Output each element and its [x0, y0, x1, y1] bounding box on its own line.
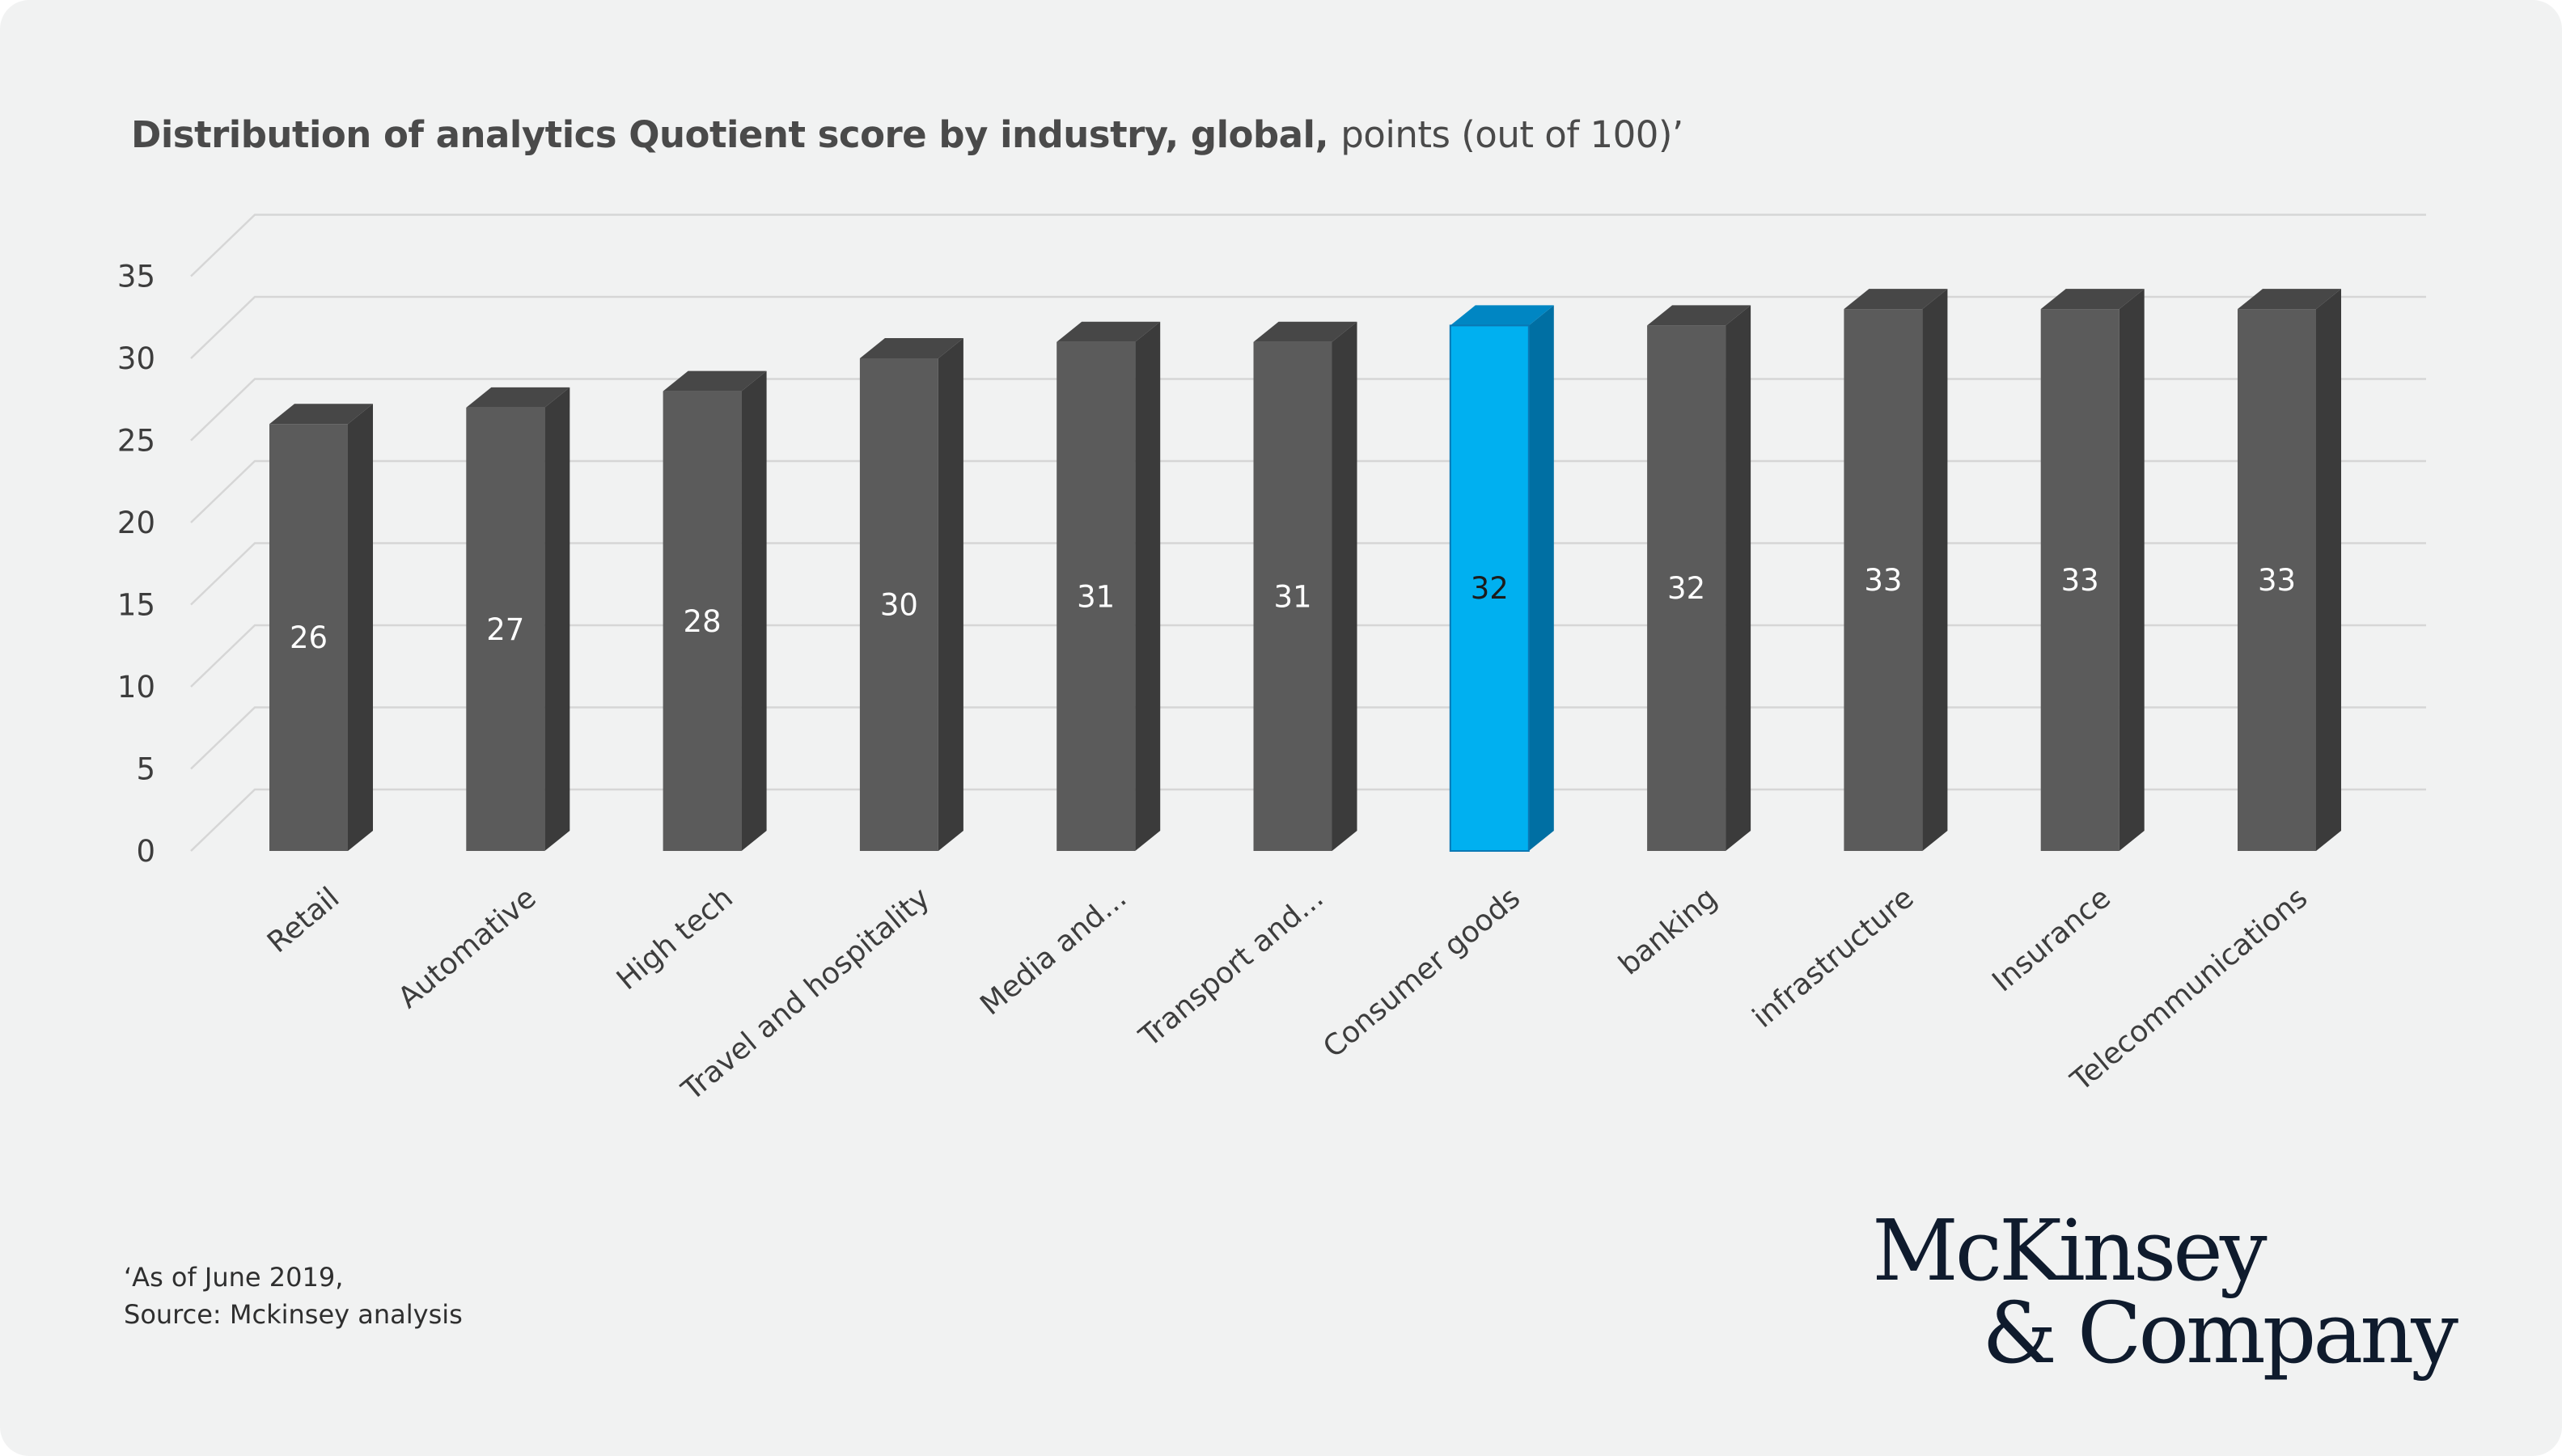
bar-top-face: [1647, 305, 1751, 326]
bar-series: 26 27 28 30 31 31 32 32 33 33 33: [269, 289, 2341, 852]
footnote-date: ‘As of June 2019,: [124, 1262, 344, 1293]
chart-title-main: Distribution of analytics Quotient score…: [131, 113, 1329, 156]
logo-line-1: McKinsey: [1872, 1201, 2267, 1300]
bar-top-face: [1450, 305, 1554, 326]
data-label: 26: [290, 620, 328, 655]
bar-side-face: [1332, 321, 1357, 851]
bar: [859, 358, 938, 851]
bar-top-face: [1844, 289, 1948, 310]
bar-top-face: [1057, 321, 1161, 342]
data-label: 33: [2258, 563, 2296, 598]
x-tick-label: Media and...: [974, 881, 1133, 1022]
bar: [2040, 309, 2119, 852]
y-tick-label: 20: [117, 506, 155, 540]
bar-side-face: [1726, 305, 1751, 851]
bar-side-face: [1135, 321, 1161, 851]
bar: [663, 391, 742, 852]
bar-top-face: [2040, 289, 2145, 310]
chart-title-unit: points (out of 100)’: [1340, 113, 1683, 156]
mckinsey-logo: McKinsey & Company: [1872, 1208, 2458, 1382]
bar: [1253, 341, 1332, 851]
bar: [466, 407, 545, 851]
data-label: 31: [1273, 579, 1311, 614]
x-tick-label: infrastructure: [1747, 881, 1920, 1034]
data-label: 32: [1471, 571, 1509, 606]
x-tick-label: Transport and...: [1133, 881, 1329, 1054]
bar-side-face: [2316, 289, 2341, 852]
y-tick-label: 10: [117, 670, 155, 705]
data-label: 30: [880, 588, 918, 623]
y-tick-label: 0: [136, 834, 155, 869]
x-tick-label: Retail: [261, 881, 345, 959]
chart-title: Distribution of analytics Quotient score…: [131, 113, 1683, 156]
bar-top-face: [663, 370, 767, 392]
bar: [269, 424, 348, 851]
y-tick-label: 30: [117, 341, 155, 376]
bar: [1449, 324, 1530, 852]
bar-side-face: [2119, 289, 2145, 852]
footnote: ‘As of June 2019, Source: Mckinsey analy…: [124, 1259, 463, 1333]
x-tick-label: banking: [1613, 881, 1724, 981]
bar: [1647, 325, 1726, 851]
bar-side-face: [1528, 305, 1554, 851]
bar-side-face: [544, 387, 570, 851]
data-label: 32: [1667, 571, 1705, 606]
x-tick-label: Consumer goods: [1317, 881, 1527, 1064]
y-tick-label: 5: [136, 752, 155, 787]
data-label: 28: [684, 604, 722, 639]
x-tick-label: Automative: [392, 881, 543, 1014]
gridline: [190, 295, 2426, 359]
logo-line-2: & Company: [1982, 1284, 2458, 1382]
bar-side-face: [741, 370, 767, 852]
x-tick-label: Insurance: [1986, 881, 2117, 998]
gridline: [190, 214, 2426, 277]
bar-side-face: [348, 404, 373, 851]
data-label: 31: [1077, 579, 1115, 614]
bar: [1844, 309, 1923, 852]
bar-top-face: [1253, 321, 1357, 342]
y-tick-label: 35: [117, 260, 155, 294]
x-tick-label: High tech: [611, 881, 739, 997]
footnote-source: Source: Mckinsey analysis: [124, 1299, 463, 1330]
data-label: 27: [486, 612, 524, 647]
y-axis: 0 5 10 15 20 25 30 35: [117, 260, 155, 870]
bar: [1057, 341, 1136, 851]
bar-top-face: [269, 404, 373, 425]
bar-top-face: [2238, 289, 2341, 310]
y-tick-label: 15: [117, 588, 155, 623]
bar-side-face: [938, 338, 963, 851]
bar-top-face: [466, 387, 570, 408]
y-tick-label: 25: [117, 424, 155, 459]
bar: [2238, 309, 2316, 852]
bar-top-face: [859, 338, 963, 358]
data-label: 33: [1864, 563, 1902, 598]
bar-side-face: [1922, 289, 1948, 852]
data-label: 33: [2061, 563, 2099, 598]
